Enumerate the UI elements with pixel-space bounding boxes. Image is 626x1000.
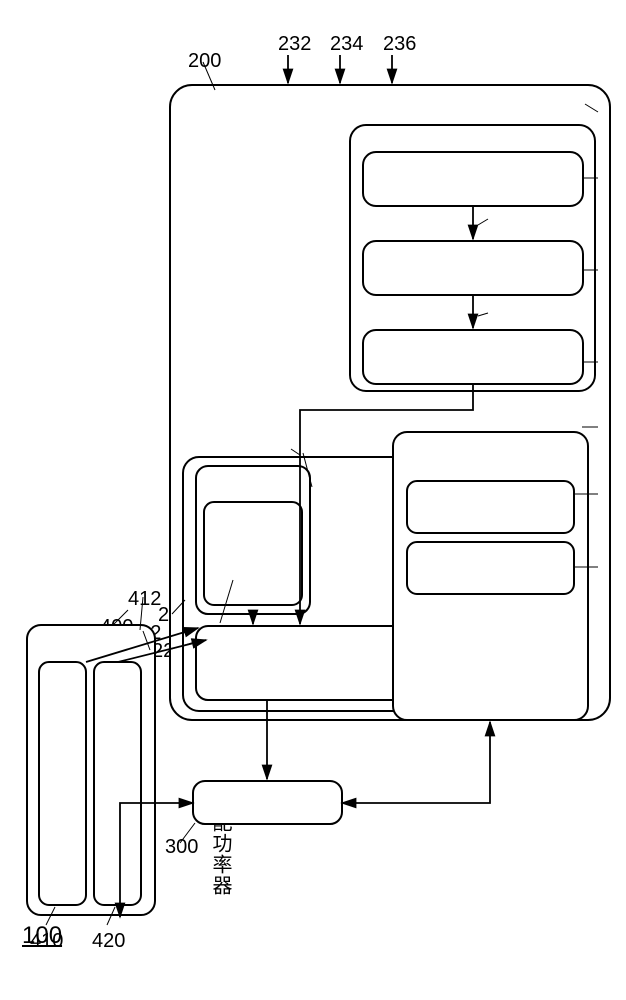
boxes-layer bbox=[27, 85, 610, 915]
